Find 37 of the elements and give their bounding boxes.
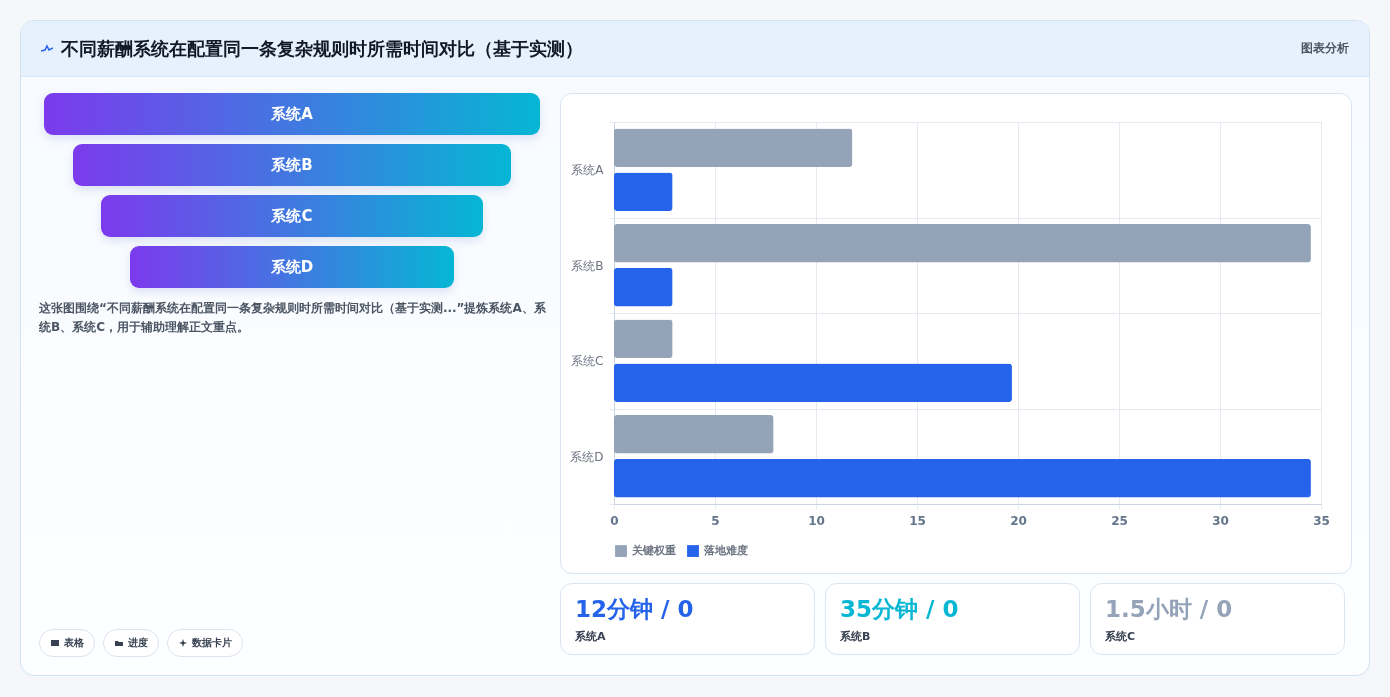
- bar: [614, 363, 1012, 402]
- category-label: 系统C: [1105, 629, 1137, 644]
- category-label: 系统D: [130, 246, 454, 288]
- text: 表格: [64, 636, 84, 650]
- x-tick-label: 10: [808, 513, 825, 528]
- category-label: 系统A: [44, 93, 540, 135]
- x-tick-label: 30: [1212, 513, 1229, 528]
- text: 进度: [128, 636, 148, 650]
- category-label: 系统B: [840, 629, 872, 644]
- legend-label: 落地难度: [703, 544, 748, 558]
- x-tick-label: 5: [711, 513, 720, 528]
- text: 数据卡片: [192, 636, 232, 650]
- category-label: 系统C: [101, 195, 483, 237]
- category-label: 系统B: [72, 144, 512, 186]
- legend-label: 关键权重: [631, 544, 676, 558]
- y-tick-label: 系统C: [571, 354, 604, 369]
- x-tick-label: 0: [610, 513, 619, 528]
- bar: [614, 267, 673, 307]
- bar: [614, 458, 1311, 498]
- bar: [614, 415, 774, 454]
- x-tick-label: 25: [1111, 513, 1128, 528]
- text: 这张图围绕“不同薪酬系统在配置同一条复杂规则时所需时间对比（基于实测...”提炼系统A、系统B、系统C，用于辅助理解正文重点。: [39, 300, 547, 336]
- x-tick-label: 20: [1010, 513, 1027, 528]
- text: 图表分析: [1301, 40, 1349, 57]
- text: 不同薪酬系统在配置同一条复杂规则时所需时间对比（基于实测）: [61, 36, 583, 61]
- y-tick-label: 系统A: [571, 163, 605, 178]
- text: 35分钟 / 0: [840, 596, 959, 622]
- text: 12分钟 / 0: [575, 596, 694, 622]
- text: 1.5小时 / 0: [1105, 596, 1233, 622]
- y-tick-label: 系统B: [571, 258, 604, 273]
- bar: [614, 224, 1311, 263]
- x-tick-label: 15: [909, 513, 926, 528]
- bar: [614, 319, 673, 359]
- bar: [614, 172, 673, 211]
- x-tick-label: 35: [1313, 513, 1330, 528]
- bar: [614, 128, 853, 168]
- y-tick-label: 系统D: [570, 449, 604, 464]
